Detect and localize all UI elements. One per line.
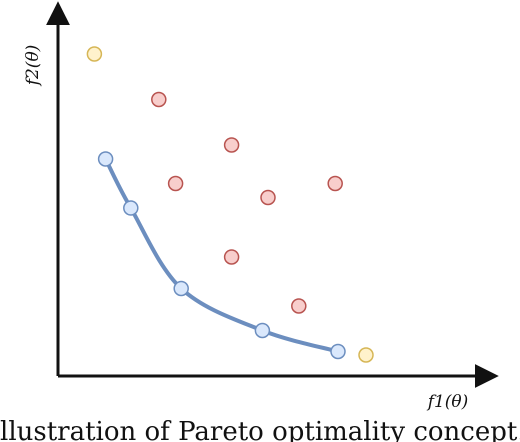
dominated-point <box>167 175 184 192</box>
pareto-front-curve <box>103 157 340 354</box>
y-axis-label: f2(θ) <box>23 45 43 88</box>
dominated-point <box>223 137 240 153</box>
pareto-point <box>173 280 189 297</box>
data-points <box>86 46 374 363</box>
x-axis-label: f1(θ) <box>426 392 469 412</box>
axes <box>46 1 499 388</box>
dominated-point <box>151 91 167 108</box>
pareto-point <box>330 343 346 360</box>
highlighted-point <box>358 347 374 363</box>
caption-fragment: llustration of Pareto optimality concept… <box>0 417 520 442</box>
pareto-point <box>123 200 139 216</box>
pareto-point <box>254 322 271 339</box>
highlighted-point <box>86 46 103 62</box>
dominated-point <box>260 189 276 206</box>
dominated-point <box>223 249 240 265</box>
dominated-point <box>291 298 307 314</box>
dominated-point <box>327 175 343 192</box>
pareto-point <box>97 151 114 167</box>
